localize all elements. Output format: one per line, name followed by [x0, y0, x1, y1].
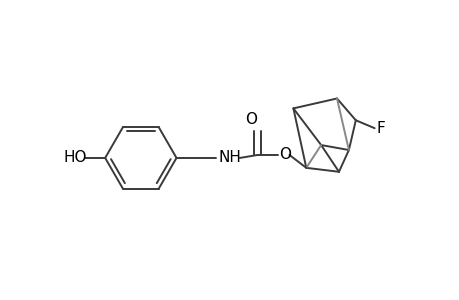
- Text: O: O: [244, 112, 256, 127]
- Text: O: O: [279, 148, 291, 163]
- Text: NH: NH: [218, 150, 241, 165]
- Text: HO: HO: [63, 150, 87, 165]
- Text: F: F: [376, 121, 385, 136]
